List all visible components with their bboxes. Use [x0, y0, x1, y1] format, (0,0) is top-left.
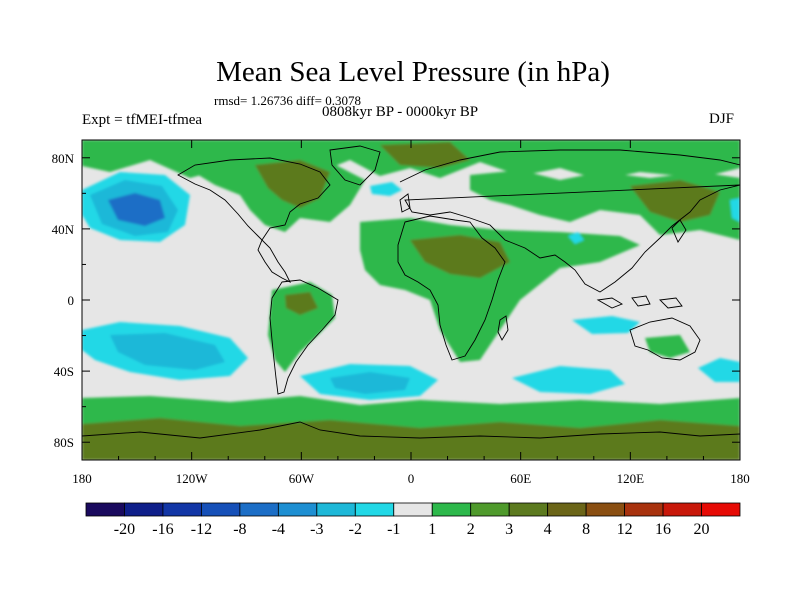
colorbar-swatch [354, 502, 395, 517]
x-tick-label: 180 [72, 471, 92, 486]
colorbar-swatch [239, 502, 279, 517]
colorbar-label: 16 [655, 521, 671, 538]
colorbar-swatch [701, 502, 741, 517]
colorbar-label: 8 [582, 521, 590, 538]
colorbar-label: -20 [114, 521, 135, 538]
colorbar-swatch [547, 502, 587, 517]
colorbar-swatch [624, 502, 664, 517]
x-axis: 180 120W 60W 0 60E 120E 180 [72, 140, 750, 486]
y-tick-label: 80S [54, 435, 74, 450]
colorbar-label: -1 [387, 521, 400, 538]
anomaly-sahara-olive [410, 235, 510, 278]
colorbar-swatch [85, 502, 125, 517]
colorbar-swatch [316, 502, 356, 517]
x-tick-label: 60E [510, 471, 531, 486]
x-tick-label: 60W [289, 471, 315, 486]
anomaly-southamerica-green [268, 282, 335, 372]
coastline-australia [629, 317, 701, 361]
anomaly-south-atlantic-mid [330, 372, 410, 394]
colorbar-swatch [277, 502, 318, 517]
coastline-eurasia [399, 149, 740, 293]
coastline-greenland [329, 145, 381, 186]
colorbar-label: 12 [617, 521, 633, 538]
x-tick-label: 120W [176, 471, 209, 486]
anomaly-australia-green [645, 335, 690, 358]
colorbar-label: 4 [544, 521, 552, 538]
colorbar-label: -16 [152, 521, 173, 538]
coastline-madagascar [497, 315, 509, 341]
anomaly-south-pacific-mid [110, 333, 225, 370]
colorbar-label: 3 [505, 521, 513, 538]
anomaly-east-asia-small [568, 232, 584, 244]
x-tick-label: 0 [408, 471, 415, 486]
colorbar-label: 20 [694, 521, 710, 538]
y-tick-label: 0 [68, 293, 75, 308]
coastline-antarctica [82, 421, 740, 439]
anomaly-arctic-olive [380, 142, 470, 168]
season-label: DJF [709, 111, 735, 127]
colorbar-swatch [508, 502, 549, 517]
plot-title: Mean Sea Level Pressure (in hPa) [216, 56, 610, 88]
x-tick-label: 120E [617, 471, 645, 486]
anomaly-antarctic-olive [82, 418, 740, 460]
coastline-indonesia [596, 295, 683, 309]
coastlines [82, 145, 740, 439]
colorbar-label: -8 [233, 521, 246, 538]
colorbar-swatch [201, 502, 241, 517]
colorbar-swatch [393, 502, 433, 517]
anomaly-australia-east [698, 358, 740, 382]
anomaly-iceland-small [370, 182, 402, 196]
anomaly-southamerica-olive [285, 292, 318, 315]
colorbar-label: -3 [310, 521, 323, 538]
colorbar: -20 -16 -12 -8 -4 -3 -2 -1 1 2 3 4 8 12 16 20 [85, 502, 741, 538]
experiment-label: Expt = tfMEI-tfmea [82, 112, 203, 128]
colorbar-swatch [585, 502, 625, 517]
anomaly-eurasia-olive [630, 180, 720, 222]
x-tick-label: 180 [730, 471, 750, 486]
map-panel [82, 140, 740, 460]
period-label: 0808kyr BP - 0000kyr BP [322, 104, 479, 120]
coastline-japan [671, 219, 687, 243]
y-axis: 80N 40N 0 40S 80S [52, 151, 740, 450]
rmsd-diff-stats: rmsd= 1.26736 diff= 0.3078 [214, 93, 361, 108]
colorbar-swatch [662, 502, 702, 517]
colorbar-swatch [124, 502, 164, 517]
colorbar-swatch [470, 502, 510, 517]
colorbar-label: -12 [191, 521, 212, 538]
anomaly-indian-ocean-south [512, 366, 625, 394]
coastline-north-america [177, 157, 331, 284]
anomaly-indian-ocean-central [572, 316, 640, 334]
colorbar-label: -2 [349, 521, 362, 538]
anomaly-northeast-pacific-edge [730, 198, 740, 222]
y-tick-label: 40S [54, 364, 74, 379]
colorbar-label: -4 [272, 521, 285, 538]
anomaly-northamerica-olive [255, 160, 330, 208]
colorbar-swatch [162, 502, 202, 517]
coastline-south-america [269, 279, 339, 395]
coastline-uk [399, 193, 411, 213]
colorbar-label: 2 [467, 521, 475, 538]
colorbar-swatch [431, 502, 472, 517]
colorbar-label: 1 [428, 521, 436, 538]
coastline-africa [397, 215, 506, 361]
anomaly-north-pacific-core [108, 193, 165, 226]
y-tick-label: 80N [52, 151, 75, 166]
y-tick-label: 40N [52, 222, 75, 237]
